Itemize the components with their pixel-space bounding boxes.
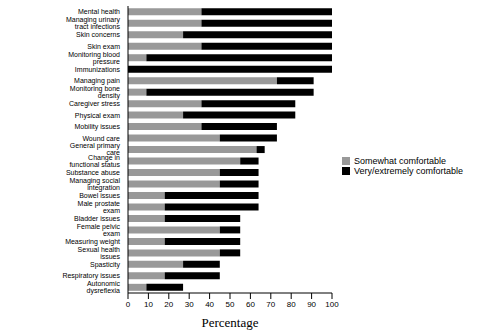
svg-text:20: 20 [164,300,173,309]
svg-text:Spasticity: Spasticity [90,261,120,269]
svg-text:Managing socialintegration: Managing socialintegration [69,177,120,192]
svg-text:Percentage: Percentage [201,315,258,330]
svg-text:Wound care: Wound care [82,135,120,142]
svg-text:70: 70 [266,300,275,309]
svg-text:Managing pain: Managing pain [74,77,120,85]
svg-text:Mental health: Mental health [78,8,120,15]
svg-text:10: 10 [144,300,153,309]
svg-text:Female pelvicexam: Female pelvicexam [77,223,121,237]
svg-text:Bowel issues: Bowel issues [79,192,120,199]
svg-text:Male prostateexam: Male prostateexam [78,200,121,214]
svg-text:Monitoring bloodpressure: Monitoring bloodpressure [68,51,120,66]
svg-text:50: 50 [226,300,235,309]
svg-text:30: 30 [185,300,194,309]
svg-text:60: 60 [246,300,255,309]
svg-text:Respiratory issues: Respiratory issues [62,272,120,280]
svg-text:Skin exam: Skin exam [87,43,120,50]
svg-text:Physical exam: Physical exam [75,112,120,120]
svg-text:Caregiver stress: Caregiver stress [69,100,120,108]
svg-text:Autonomicdysreflexia: Autonomicdysreflexia [87,280,121,295]
svg-text:100: 100 [325,300,339,309]
svg-text:90: 90 [307,300,316,309]
svg-text:Mobility issues: Mobility issues [74,123,120,131]
svg-text:Skin concerns: Skin concerns [76,31,120,38]
svg-text:Immunizations: Immunizations [75,66,121,73]
svg-text:Substance abuse: Substance abuse [66,169,120,176]
svg-text:40: 40 [205,300,214,309]
svg-text:Bladder issues: Bladder issues [74,215,120,222]
svg-text:Managing urinarytract infectio: Managing urinarytract infections [66,16,121,30]
svg-text:Monitoring bonedensity: Monitoring bonedensity [70,85,121,100]
svg-text:Sexual healthissues: Sexual healthissues [78,246,121,260]
svg-text:Change infunctional status: Change infunctional status [69,154,120,168]
svg-text:0: 0 [126,300,131,309]
svg-text:80: 80 [287,300,296,309]
svg-text:Measuring weight: Measuring weight [65,238,120,246]
